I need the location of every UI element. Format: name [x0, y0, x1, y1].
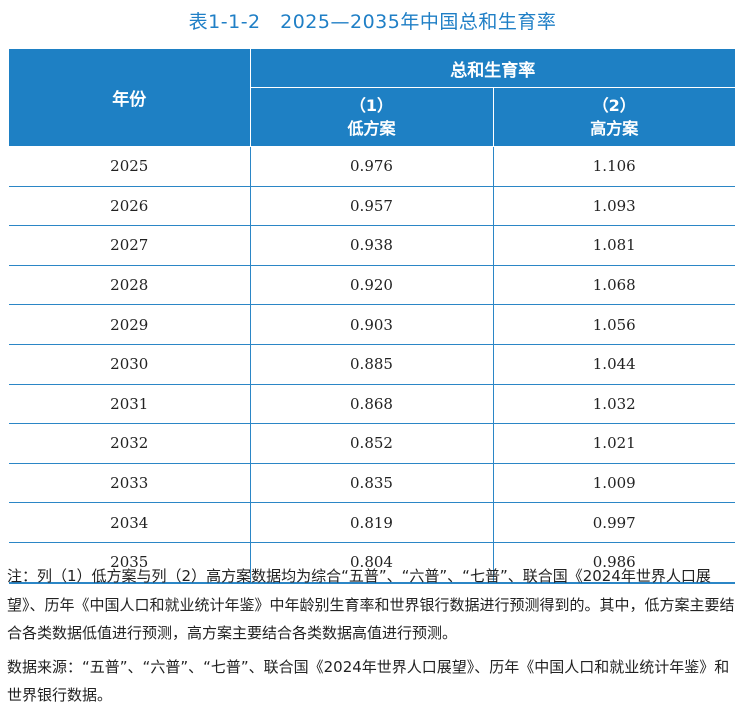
- low-scenario-cell: 0.938: [250, 225, 494, 266]
- table-row: 2031 0.868 1.032: [9, 384, 735, 425]
- high-scenario-cell: 1.068: [493, 265, 735, 306]
- low-scenario-cell: 0.804: [250, 542, 494, 584]
- table-note: 注：列（1）低方案与列（2）高方案数据均为综合“五普”、“六普”、“七普”、联合…: [7, 567, 735, 642]
- high-scenario-cell: 0.986: [493, 542, 735, 584]
- low-scenario-cell: 0.852: [250, 423, 494, 464]
- table-row: 2033 0.835 1.009: [9, 463, 735, 504]
- year-cell: 2027: [9, 225, 251, 266]
- low-scenario-label: 低方案: [347, 119, 396, 138]
- year-cell: 2029: [9, 304, 251, 345]
- low-scenario-cell: 0.819: [250, 502, 494, 543]
- table-body: 2025 0.976 1.106 2026 0.957 1.093 2027 0.938 1.0…: [9, 146, 735, 584]
- year-cell: 2034: [9, 502, 251, 543]
- high-scenario-header: （2） 高方案: [492, 87, 735, 147]
- high-scenario-cell: 1.081: [493, 225, 735, 266]
- year-cell: 2031: [9, 384, 251, 425]
- high-scenario-cell: 1.021: [493, 423, 735, 464]
- data-source: 数据来源：“五普”、“六普”、“七普”、联合国《2024年世界人口展望》、历年《…: [7, 657, 730, 705]
- year-cell: 2030: [9, 344, 251, 385]
- notes-section: 注：列（1）低方案与列（2）高方案数据均为综合“五普”、“六普”、“七普”、联合…: [7, 562, 739, 710]
- fertility-rate-table: 年份 总和生育率 （1） 低方案 （2） 高方案 2025 0.976 1.106 2…: [9, 48, 735, 584]
- high-scenario-cell: 1.032: [493, 384, 735, 425]
- low-scenario-cell: 0.868: [250, 384, 494, 425]
- high-scenario-cell: 0.997: [493, 502, 735, 543]
- year-cell: 2025: [9, 146, 251, 187]
- tfr-group-header: 总和生育率: [249, 48, 735, 88]
- low-scenario-cell: 0.957: [250, 186, 494, 227]
- high-scenario-cell: 1.044: [493, 344, 735, 385]
- low-scenario-cell: 0.903: [250, 304, 494, 345]
- table-row: 2029 0.903 1.056: [9, 304, 735, 345]
- high-scenario-number: （2）: [592, 96, 636, 115]
- year-cell: 2028: [9, 265, 251, 306]
- high-scenario-cell: 1.106: [493, 146, 735, 187]
- year-cell: 2026: [9, 186, 251, 227]
- table-row: 2030 0.885 1.044: [9, 344, 735, 385]
- high-scenario-cell: 1.009: [493, 463, 735, 504]
- low-scenario-cell: 0.920: [250, 265, 494, 306]
- year-column-header: 年份: [9, 48, 251, 147]
- low-scenario-cell: 0.976: [250, 146, 494, 187]
- low-scenario-cell: 0.885: [250, 344, 494, 385]
- high-scenario-cell: 1.056: [493, 304, 735, 345]
- table-row: 2034 0.819 0.997: [9, 502, 735, 543]
- table-row: 2027 0.938 1.081: [9, 225, 735, 266]
- table-title: 表1-1-2 2025—2035年中国总和生育率: [188, 11, 557, 33]
- table-row: 2026 0.957 1.093: [9, 186, 735, 227]
- high-scenario-label: 高方案: [590, 119, 639, 138]
- year-cell: 2033: [9, 463, 251, 504]
- table-row: 2025 0.976 1.106: [9, 146, 735, 187]
- table-row: 2032 0.852 1.021: [9, 423, 735, 464]
- high-scenario-cell: 1.093: [493, 186, 735, 227]
- table-row: 2028 0.920 1.068: [9, 265, 735, 306]
- low-scenario-number: （1）: [349, 96, 394, 115]
- year-cell: 2035: [9, 542, 251, 584]
- low-scenario-header: （1） 低方案: [249, 87, 494, 147]
- table-row: 2035 0.804 0.986: [9, 542, 735, 584]
- low-scenario-cell: 0.835: [250, 463, 494, 504]
- year-cell: 2032: [9, 423, 251, 464]
